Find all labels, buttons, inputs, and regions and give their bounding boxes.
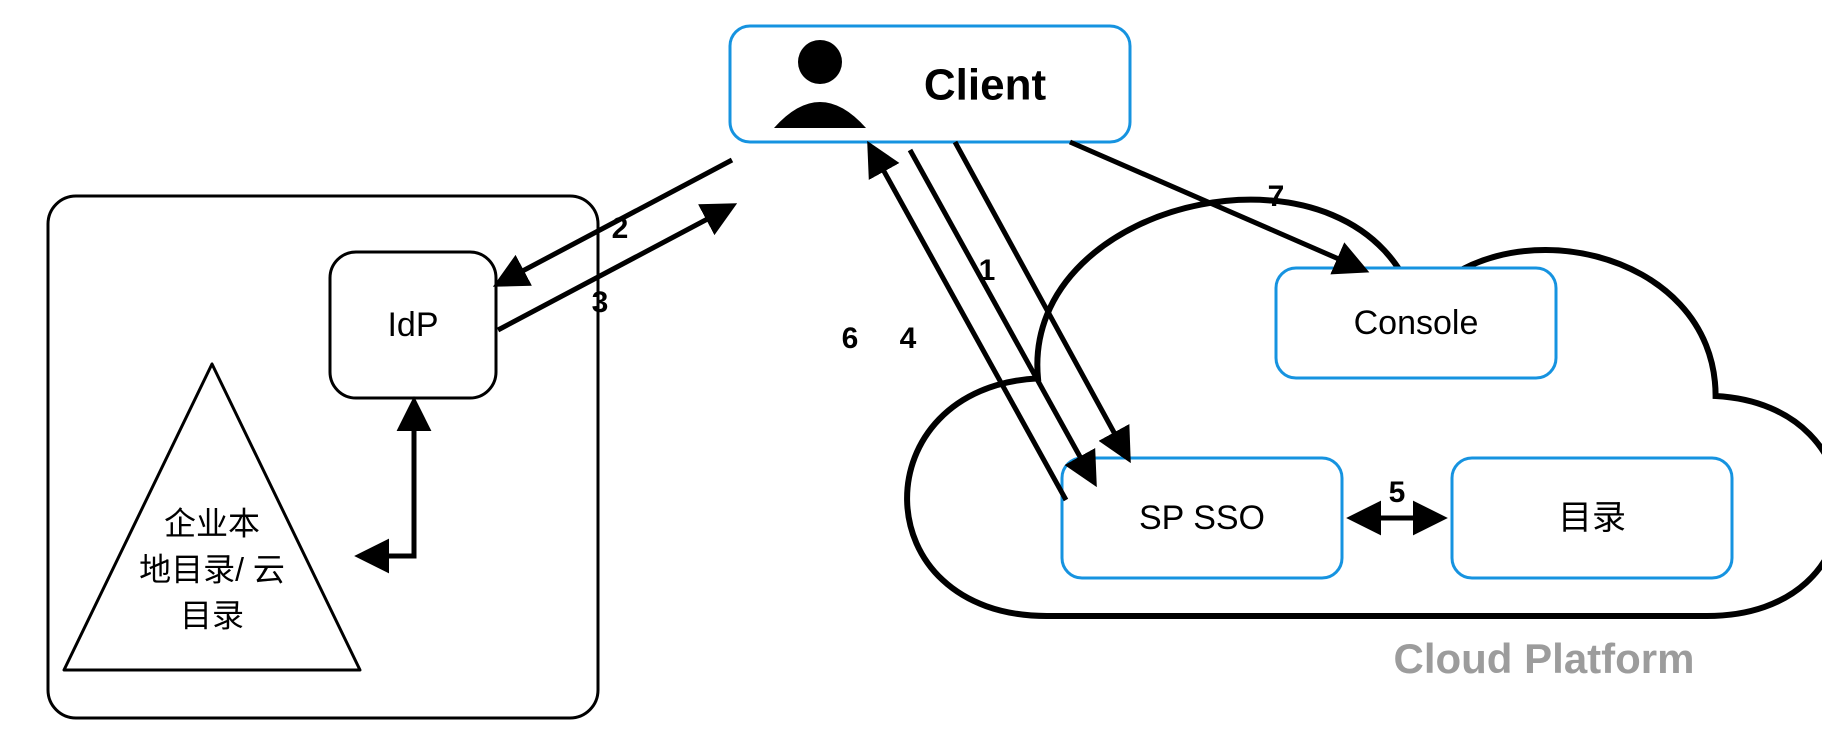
directory-triangle: 企业本 地目录/ 云 目录 xyxy=(64,364,360,670)
edge-label: 7 xyxy=(1268,180,1285,213)
triangle-label-line1: 企业本 xyxy=(164,505,260,541)
cloud-directory-node: 目录 xyxy=(1452,458,1732,578)
client-label: Client xyxy=(924,61,1047,110)
edge-label: 2 xyxy=(612,212,629,245)
edge-label: 3 xyxy=(592,286,609,319)
triangle-label-line2: 地目录/ 云 xyxy=(139,551,285,587)
edge-4 xyxy=(910,150,1094,482)
cloud-directory-label: 目录 xyxy=(1558,499,1626,537)
edge-label: 6 xyxy=(842,322,859,355)
triangle-label-line3: 目录 xyxy=(180,597,244,633)
sp-sso-label: SP SSO xyxy=(1139,499,1265,537)
edge-label: 5 xyxy=(1389,476,1406,509)
sp-sso-node: SP SSO xyxy=(1062,458,1342,578)
idp-label: IdP xyxy=(387,306,438,344)
edge-7 xyxy=(1070,142,1364,270)
cloud-label: Cloud Platform xyxy=(1394,635,1695,682)
console-label: Console xyxy=(1354,304,1479,342)
edge-label: 4 xyxy=(900,322,917,355)
client-node: Client xyxy=(730,26,1130,142)
idp-node: IdP xyxy=(330,252,496,398)
console-node: Console xyxy=(1276,268,1556,378)
edge-1 xyxy=(955,142,1128,458)
